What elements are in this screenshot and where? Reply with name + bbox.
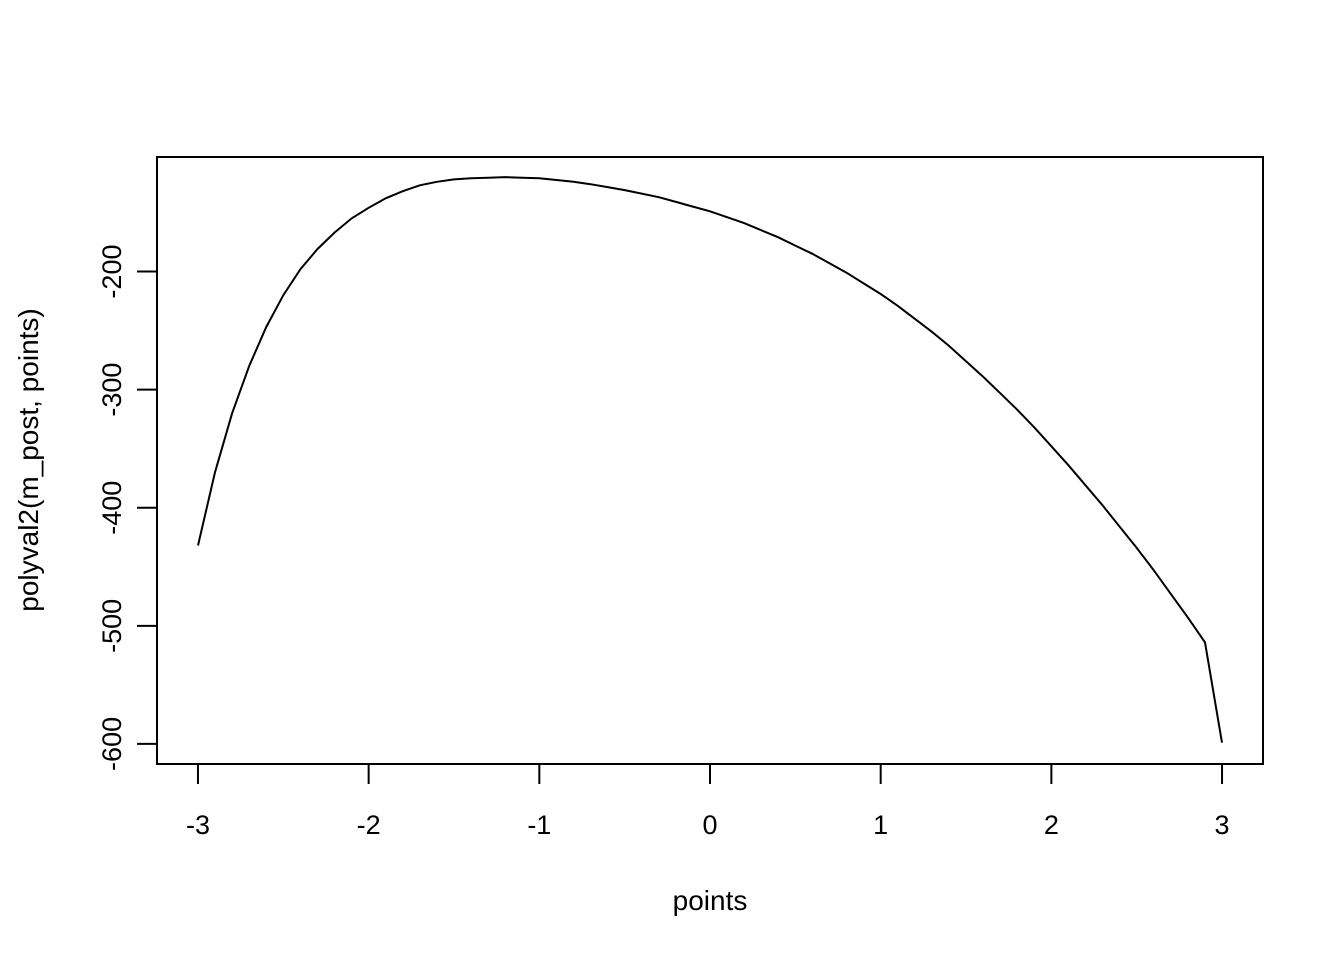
x-tick-label: 2 (1044, 810, 1059, 840)
x-axis-title: points (673, 885, 748, 916)
y-axis: -200 -300 -400 -500 -600 (97, 245, 158, 771)
y-tick-label: -600 (97, 717, 127, 771)
y-tick-label: -200 (97, 245, 127, 299)
x-axis: -3 -2 -1 0 1 2 3 (186, 763, 1230, 840)
y-tick-label: -400 (97, 481, 127, 535)
y-tick-label: -500 (97, 599, 127, 653)
y-tick-label: -300 (97, 363, 127, 417)
series-line (197, 176, 1223, 743)
plot-frame (156, 156, 1264, 765)
x-tick-label: -2 (357, 810, 381, 840)
x-tick-label: -1 (527, 810, 551, 840)
y-axis-title: polyval2(m_post, points) (13, 308, 44, 611)
x-tick-label: 3 (1215, 810, 1230, 840)
x-tick-label: 1 (873, 810, 888, 840)
x-tick-label: 0 (702, 810, 717, 840)
x-tick-label: -3 (186, 810, 210, 840)
